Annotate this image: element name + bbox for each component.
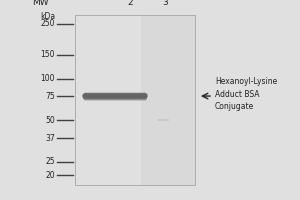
Text: kDa: kDa xyxy=(40,12,55,21)
Text: 75: 75 xyxy=(45,92,55,101)
Text: 100: 100 xyxy=(40,74,55,83)
Bar xyxy=(141,15,195,185)
Text: Hexanoyl-Lysine
Adduct BSA
Conjugate: Hexanoyl-Lysine Adduct BSA Conjugate xyxy=(215,77,277,111)
Text: 3: 3 xyxy=(162,0,168,7)
Text: 20: 20 xyxy=(45,171,55,180)
Text: 37: 37 xyxy=(45,134,55,143)
Text: 25: 25 xyxy=(45,157,55,166)
Bar xyxy=(75,15,195,185)
Text: 50: 50 xyxy=(45,116,55,125)
Text: MW: MW xyxy=(32,0,48,7)
Text: 250: 250 xyxy=(40,19,55,28)
Bar xyxy=(75,15,195,185)
Text: 2: 2 xyxy=(127,0,133,7)
Text: 150: 150 xyxy=(40,50,55,59)
Bar xyxy=(75,15,141,185)
